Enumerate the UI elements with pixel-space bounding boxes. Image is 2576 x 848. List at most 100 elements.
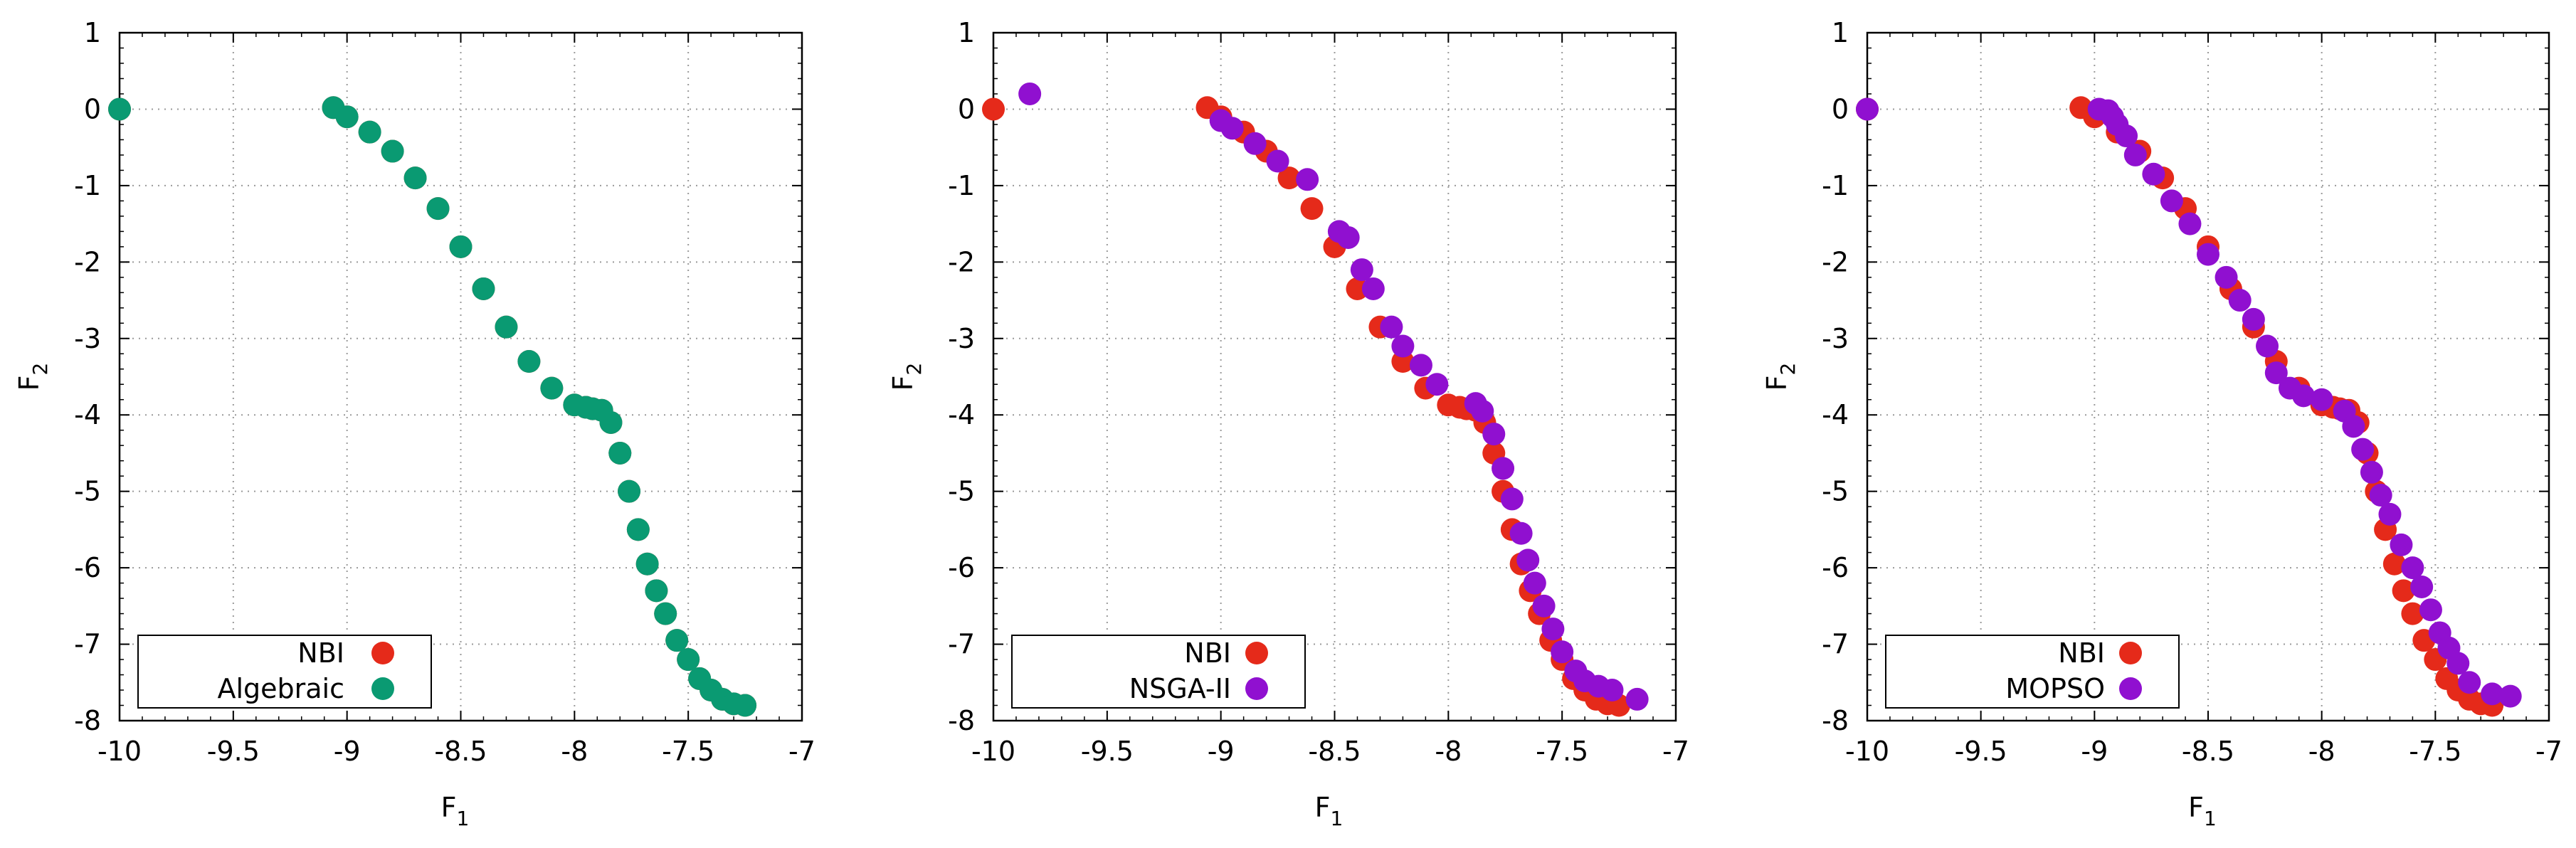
y-tick-label: 1 [84,17,101,48]
y-tick-label: -2 [74,246,101,277]
data-point [1482,423,1506,446]
legend-label: MOPSO [2005,673,2105,704]
data-point [540,376,564,400]
plot-frame [992,31,1677,722]
data-point [1391,334,1415,358]
y-tick-label: -2 [1822,246,1849,277]
y-axis-label: F2 [14,363,52,391]
data-point [608,441,632,465]
series-nbi [1856,96,2504,717]
y-axis-label: F2 [887,363,926,391]
data-point [2382,552,2406,576]
y-tick-label: 0 [958,93,975,124]
data-point [517,350,541,373]
chart-panel: -10 -9.5 -9 -8.5 -8 -7.5 -7 1 0 -1 -2 -3 -4 -5 -6 -7 -8 F… [1761,17,2562,830]
x-axis-label-main: F [2188,792,2204,823]
data-point [2410,575,2434,598]
y-tick-label: -1 [1822,170,1849,201]
x-axis-label-subscript: 1 [2204,807,2217,830]
y-tick-label: 0 [1832,93,1849,124]
x-axis-label-main: F [1315,792,1331,823]
data-point [1516,548,1540,572]
x-tick-label: -8 [561,736,588,767]
data-point [1551,640,1574,664]
y-tick-label: -4 [1822,399,1849,430]
series-nbi [108,96,757,717]
data-point [2115,124,2138,148]
y-tick-label: -3 [948,323,975,354]
x-tick-label: -9.5 [1081,736,1134,767]
data-point [1532,594,1556,618]
data-point [677,648,700,672]
legend-label: NBI [1184,637,1231,669]
chart-panel: -10 -9.5 -9 -8.5 -8 -7.5 -7 1 0 -1 -2 -3 -4 -5 -6 -7 -8 F… [14,17,815,830]
data-point [1523,571,1546,595]
data-point [635,552,659,576]
data-point [599,410,623,434]
y-axis-label-subscript: 2 [902,363,926,376]
y-axis-label-main: F [887,375,919,391]
data-point [381,139,404,163]
data-point [2401,602,2424,625]
data-point [1600,679,1624,702]
y-axis-label-subscript: 2 [28,363,52,376]
data-point [618,479,641,503]
data-point [403,166,427,190]
data-point [665,629,689,652]
data-point [335,105,359,129]
y-tick-label: 1 [958,17,975,48]
legend-label: Algebraic [217,673,344,704]
data-point [2369,484,2392,507]
x-tick-label: -8.5 [434,736,487,767]
data-point [2378,502,2402,526]
x-axis-label-subscript: 1 [1331,807,1344,830]
x-tick-label: -7 [1662,736,1689,767]
series-mopso [1856,97,2522,708]
data-point [1220,117,1244,140]
legend-label: NSGA-II [1129,673,1231,704]
data-point [2446,652,2470,675]
data-point [1243,132,1267,155]
legend-marker [2119,642,2142,664]
data-point [2264,361,2288,385]
data-point [1346,277,1369,300]
y-tick-label: -4 [74,399,101,430]
data-point [2342,415,2365,438]
data-point [1625,687,1649,711]
x-axis-label: F1 [1315,792,1344,830]
x-axis-label-main: F [441,792,457,823]
data-point [2292,384,2316,408]
data-point [1266,149,1289,173]
data-point [2498,684,2522,708]
data-point [2351,438,2375,461]
series-algebraic [108,96,757,717]
x-axis-label: F1 [441,792,470,830]
y-tick-label: 1 [1832,17,1849,48]
y-tick-label: -8 [1822,705,1849,736]
y-tick-label: -7 [948,629,975,660]
data-point [2142,162,2165,186]
legend-label: NBI [2058,637,2105,669]
data-point [2401,556,2424,580]
data-point [1409,354,1432,377]
data-point [1361,277,1385,300]
x-tick-label: -9.5 [207,736,260,767]
data-point [1425,373,1449,396]
data-point [2310,388,2333,411]
data-point [2360,460,2383,484]
data-point [1500,487,1524,511]
data-point [2197,243,2219,266]
plot-frame [118,31,803,722]
x-tick-label: -7.5 [662,736,714,767]
data-point [982,97,1005,121]
data-point [626,518,650,541]
chart-panel: -10 -9.5 -9 -8.5 -8 -7.5 -7 1 0 -1 -2 -3 -4 -5 -6 -7 -8 F… [887,17,1689,830]
data-point [1350,258,1373,282]
data-point [2390,533,2413,556]
x-tick-label: -8.5 [2182,736,2234,767]
data-point [2256,334,2279,358]
series-nsga-ii [1018,82,1649,711]
legend-marker [371,677,394,700]
data-point [1336,226,1360,249]
